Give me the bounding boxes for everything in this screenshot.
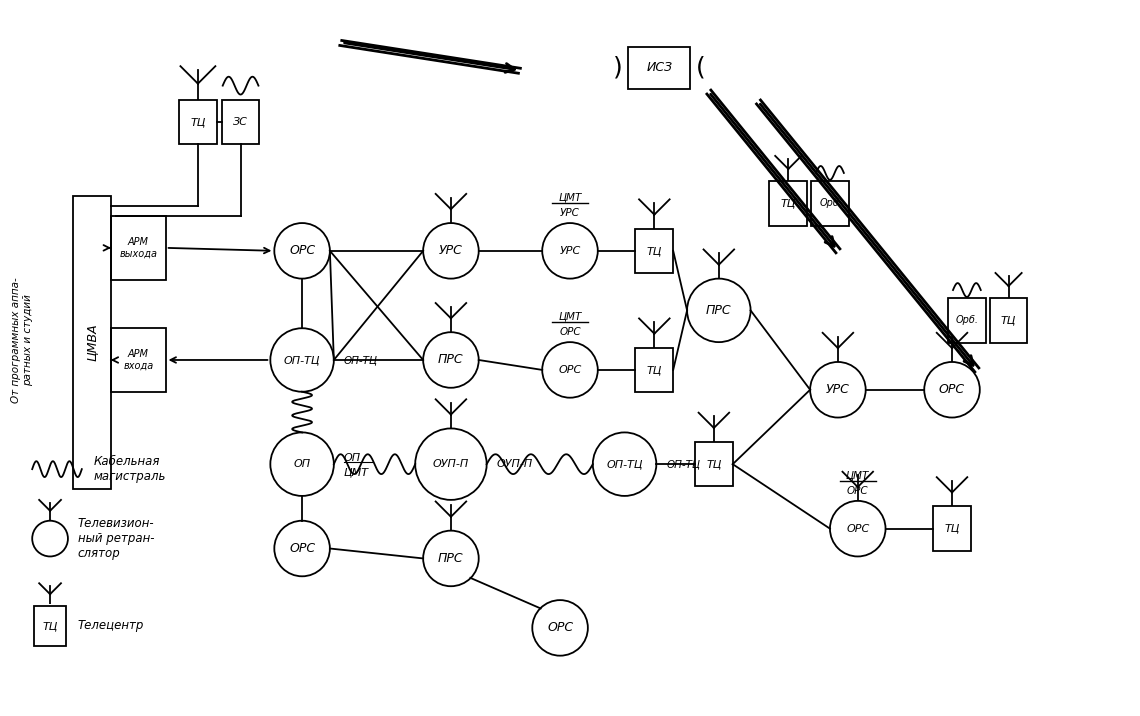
Text: ): ) [613, 55, 622, 79]
Text: Орб.: Орб. [955, 315, 978, 325]
Text: ПРС: ПРС [438, 552, 464, 565]
Text: ОРС: ОРС [939, 383, 966, 396]
Text: ОП-ТЦ: ОП-ТЦ [666, 459, 700, 469]
Bar [990, 298, 1027, 343]
Text: ТЦ: ТЦ [706, 459, 722, 469]
Text: ОУП-П: ОУП-П [433, 459, 469, 469]
Text: АРМ
выхода: АРМ выхода [120, 237, 157, 258]
Text: Орб: Орб [820, 198, 840, 208]
Text: ОП-ТЦ: ОП-ТЦ [344, 355, 377, 365]
Text: ОРС: ОРС [559, 365, 581, 375]
Bar [812, 181, 849, 226]
Bar [111, 328, 165, 392]
Text: ТЦ: ТЦ [42, 621, 58, 631]
Bar [695, 442, 733, 486]
Text: ЗС: ЗС [234, 117, 249, 127]
Bar [627, 47, 690, 89]
Text: От программных аппа-
ратных и студий: От программных аппа- ратных и студий [11, 277, 33, 403]
Text: ЦМТ: ЦМТ [559, 311, 581, 321]
Text: ОРС: ОРС [290, 542, 315, 555]
Bar [111, 216, 165, 280]
Bar [948, 298, 986, 343]
Text: УРС: УРС [560, 208, 580, 218]
Text: ТЦ: ТЦ [781, 198, 796, 208]
Text: ТЦ: ТЦ [944, 523, 960, 533]
Text: ОП: ОП [344, 453, 361, 463]
Text: ИСЗ: ИСЗ [646, 61, 673, 74]
Bar [221, 100, 260, 144]
Text: ОРС: ОРС [847, 486, 869, 496]
Text: ОП-ТЦ: ОП-ТЦ [284, 355, 320, 365]
Text: ОРС: ОРС [846, 523, 870, 533]
Text: Кабельная
магистраль: Кабельная магистраль [93, 455, 166, 483]
Bar [179, 100, 217, 144]
Text: ЦМТ: ЦМТ [846, 470, 870, 480]
Text: АРМ
входа: АРМ входа [123, 349, 154, 371]
Text: УРС: УРС [439, 244, 463, 257]
Text: Телевизион-
ный ретран-
слятор: Телевизион- ный ретран- слятор [78, 517, 155, 560]
Text: ТЦ: ТЦ [646, 365, 662, 375]
Text: Телецентр: Телецентр [78, 619, 145, 632]
Text: ЦМТ: ЦМТ [344, 467, 368, 477]
Bar [635, 347, 674, 392]
Text: ПРС: ПРС [706, 304, 732, 317]
Text: ЦМТ: ЦМТ [559, 192, 581, 202]
Text: ПРС: ПРС [438, 354, 464, 367]
Text: УРС: УРС [826, 383, 849, 396]
Text: ОП: ОП [293, 459, 311, 469]
Text: ТЦ: ТЦ [190, 117, 205, 127]
Text: УРС: УРС [560, 246, 580, 256]
Text: ТЦ: ТЦ [1001, 315, 1016, 325]
Text: ОРС: ОРС [560, 327, 580, 337]
Bar [73, 196, 111, 489]
Bar [934, 506, 971, 551]
Text: ОРС: ОРС [547, 621, 573, 634]
Bar [34, 606, 66, 646]
Text: ТЦ: ТЦ [646, 246, 662, 256]
Text: ОУП-П: ОУП-П [497, 459, 532, 469]
Text: (: ( [697, 55, 706, 79]
Text: ОРС: ОРС [290, 244, 315, 257]
Text: ОП-ТЦ: ОП-ТЦ [606, 459, 643, 469]
Bar [635, 228, 674, 274]
Bar [770, 181, 807, 226]
Text: ЦМВА: ЦМВА [86, 324, 98, 362]
